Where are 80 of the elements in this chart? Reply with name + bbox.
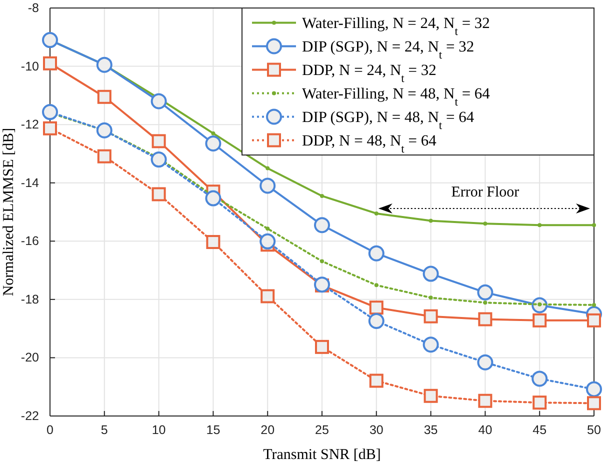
point bbox=[478, 394, 492, 408]
point bbox=[428, 296, 433, 300]
legend-label: DIP (SGP), N = 48, N$_{t}$ = 64 bbox=[302, 108, 474, 132]
x-tick-label: 0 bbox=[46, 423, 54, 437]
point bbox=[374, 211, 378, 216]
point bbox=[320, 194, 324, 198]
point bbox=[477, 284, 494, 300]
point bbox=[374, 283, 378, 288]
point bbox=[42, 104, 58, 120]
point bbox=[587, 313, 601, 328]
x-tick-label: 35 bbox=[424, 423, 438, 437]
point bbox=[260, 289, 275, 304]
point bbox=[260, 233, 276, 250]
point bbox=[96, 122, 112, 138]
legend-label: DDP, N = 24, N$_{t}$ = 32 bbox=[302, 62, 436, 84]
point bbox=[205, 136, 222, 152]
point bbox=[478, 312, 492, 326]
legend-label: Water-Filling, N = 48, N$_{t}$ = 64 bbox=[302, 85, 490, 108]
point bbox=[532, 370, 548, 387]
point bbox=[424, 388, 438, 403]
legend-label: Water-Filling, N = 24, N$_{t}$ = 32 bbox=[302, 14, 490, 38]
x-tick-label: 5 bbox=[100, 423, 108, 437]
x-tick-label: 45 bbox=[532, 423, 547, 437]
point bbox=[97, 90, 112, 104]
point bbox=[592, 223, 596, 228]
y-tick-label: -16 bbox=[20, 234, 40, 248]
legend-label: DIP (SGP), N = 24, N$_{t}$ = 32 bbox=[302, 38, 474, 61]
point bbox=[205, 190, 222, 206]
point bbox=[369, 300, 384, 315]
y-tick-label: -12 bbox=[20, 118, 40, 132]
point bbox=[538, 223, 542, 228]
x-tick-label: 15 bbox=[206, 423, 220, 437]
point bbox=[369, 374, 384, 388]
point bbox=[211, 131, 216, 136]
point bbox=[97, 149, 112, 164]
point bbox=[368, 312, 384, 329]
point bbox=[532, 313, 547, 328]
point bbox=[43, 121, 57, 136]
point bbox=[314, 217, 330, 234]
point bbox=[320, 259, 324, 264]
x-tick-label: 30 bbox=[369, 423, 384, 437]
point bbox=[260, 178, 276, 194]
annotation: Error Floor bbox=[451, 184, 520, 200]
point bbox=[150, 93, 167, 110]
point bbox=[477, 354, 494, 370]
point bbox=[422, 266, 439, 282]
point bbox=[266, 226, 270, 231]
point bbox=[315, 340, 329, 354]
point bbox=[483, 222, 488, 226]
x-tick-label: 10 bbox=[152, 423, 166, 437]
point bbox=[592, 302, 596, 307]
point bbox=[42, 32, 58, 48]
y-axis-title: Normalized ELMMSE [dB] bbox=[1, 128, 17, 296]
x-tick-label: 20 bbox=[260, 423, 275, 437]
point bbox=[152, 187, 166, 202]
point bbox=[368, 245, 384, 262]
point bbox=[266, 166, 270, 170]
point bbox=[586, 381, 602, 398]
y-tick-label: -8 bbox=[28, 1, 40, 15]
point bbox=[483, 300, 488, 305]
x-axis-title: Transmit SNR [dB] bbox=[263, 447, 381, 463]
y-tick-label: -20 bbox=[20, 350, 40, 365]
point bbox=[206, 235, 220, 250]
point bbox=[422, 336, 439, 353]
y-tick-label: -18 bbox=[20, 292, 40, 306]
y-tick-label: -22 bbox=[20, 409, 40, 423]
x-tick-label: 40 bbox=[478, 423, 492, 437]
point bbox=[424, 309, 438, 324]
y-tick-label: -10 bbox=[20, 59, 40, 74]
point bbox=[43, 56, 57, 70]
point bbox=[96, 56, 112, 73]
x-tick-label: 25 bbox=[315, 423, 329, 437]
point bbox=[150, 152, 167, 168]
point bbox=[428, 218, 433, 223]
y-tick-label: -14 bbox=[20, 176, 40, 190]
point bbox=[152, 134, 166, 148]
x-tick-label: 50 bbox=[587, 423, 601, 437]
point bbox=[587, 396, 601, 410]
point bbox=[532, 396, 547, 410]
legend-label: DDP, N = 48, N$_{t}$ = 64 bbox=[302, 132, 437, 155]
